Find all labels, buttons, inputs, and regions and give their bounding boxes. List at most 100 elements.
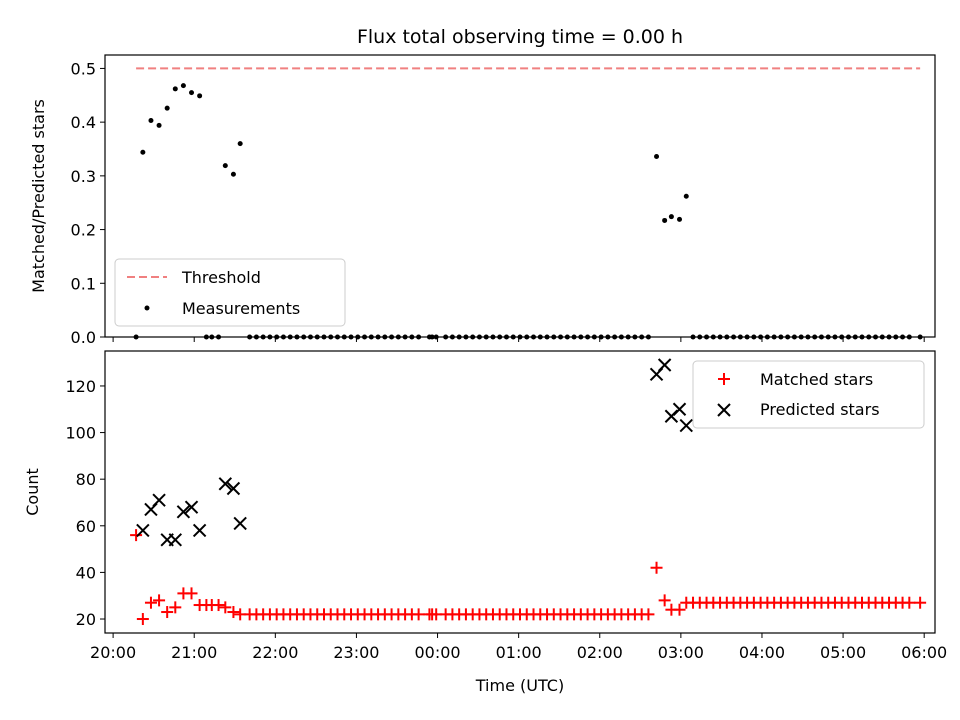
measurement-point [382,334,388,340]
measurement-point [591,334,597,340]
measurement-point [510,334,516,340]
threshold-legend-label: Threshold [181,268,261,287]
measurement-point [203,334,209,340]
measurement-point [517,334,523,340]
count-plot-frame [104,350,936,634]
measurement-point [216,334,222,340]
count-x-tick-label: 05:00 [820,643,866,662]
matched-star-marker [130,529,143,542]
measurement-point [654,154,660,160]
matched-star-marker [169,601,182,614]
predicted-star-marker [192,523,207,538]
measurement-point [463,334,469,340]
measurement-point [524,334,530,340]
measurement-point [483,334,489,340]
measurement-point [197,93,203,99]
measurement-point [321,334,327,340]
measurement-point [839,334,845,340]
count-x-tick-label: 02:00 [577,643,623,662]
matched-star-marker [212,599,225,612]
measurement-point [771,334,777,340]
measurement-point [683,193,689,199]
predicted-star-marker [184,500,199,514]
measurement-point [778,334,784,340]
measurement-point [294,334,300,340]
measurement-point [395,334,401,340]
count-x-tick-label: 00:00 [414,643,460,662]
measurement-point [917,334,923,340]
ratio-y-tick-label: 0.2 [71,221,96,240]
count-y-tick-label: 20 [76,610,96,629]
measurement-point [551,334,557,340]
matched-star-marker [227,606,240,619]
matched-star-marker [642,608,655,621]
measurement-point [476,334,482,340]
count-x-tick-label: 06:00 [901,643,947,662]
measurement-point [825,334,831,340]
count-y-axis-label: Count [23,468,42,516]
measurement-point [612,334,618,340]
measurement-point [578,334,584,340]
measurement-point [362,334,368,340]
ratio-legend: Threshold Measurements [114,258,346,327]
matched-star-marker [136,613,149,626]
measurement-point [314,334,320,340]
measurement-point [744,334,750,340]
measurement-point [402,334,408,340]
measurement-point [280,334,286,340]
measurement-point [497,334,503,340]
measurement-point [375,334,381,340]
measurement-point [389,334,395,340]
measurement-point [805,334,811,340]
measurement-point [531,334,537,340]
measurement-point [156,122,162,128]
matched-star-marker [153,594,166,607]
chart-title: Flux total observing time = 0.00 h [357,26,683,48]
ratio-legend-box [114,258,346,327]
measurement-point [690,334,696,340]
measurement-point [503,334,509,340]
measurement-point [812,334,818,340]
matched-star-marker [658,594,671,607]
measurement-point [798,334,804,340]
measurement-point [416,334,422,340]
measurement-point [859,334,865,340]
measurement-point [470,334,476,340]
measurement-point [668,214,674,220]
measurement-point [564,334,570,340]
measurement-point [260,334,266,340]
count-y-tick-label: 80 [76,470,96,489]
ratio-y-ticks: 0.0 0.1 0.2 0.3 0.4 0.5 [71,59,105,347]
measurement-point [571,334,577,340]
measurement-points [133,83,923,340]
measurement-point [433,334,439,340]
measurement-point [677,216,683,222]
count-x-tick-label: 03:00 [658,643,704,662]
matched-star-marker [650,561,663,574]
measurement-point [335,334,341,340]
measurements-legend-swatch [144,305,150,311]
predicted-star-marker [233,516,247,531]
measurement-point [341,334,347,340]
count-y-tick-label: 60 [76,517,96,536]
measurement-point [307,334,313,340]
count-x-tick-label: 04:00 [739,643,785,662]
matched-star-marker [412,608,425,621]
measurement-point [409,334,415,340]
count-x-tick-label: 21:00 [171,643,217,662]
measurement-point [148,118,154,124]
measurement-point [662,217,668,223]
matched-star-marker [144,596,157,609]
measurement-point [758,334,764,340]
measurement-point [785,334,791,340]
measurement-point [355,334,361,340]
measurement-point [429,334,435,340]
count-y-tick-label: 40 [76,563,96,582]
measurement-point [704,334,710,340]
count-x-tick-label: 22:00 [252,643,298,662]
predicted-star-marker [168,533,183,547]
matched-star-marker [903,596,916,609]
measurement-point [585,334,591,340]
predicted-stars-points [136,358,693,547]
measurement-point [449,334,455,340]
